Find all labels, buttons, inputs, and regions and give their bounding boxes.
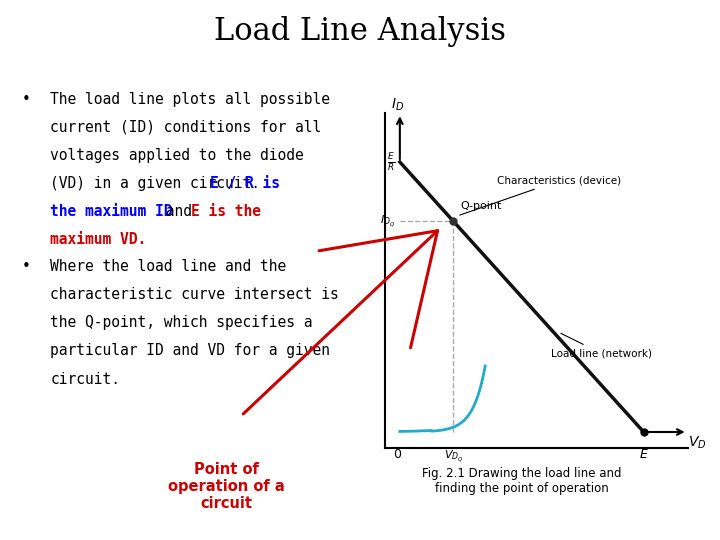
Text: $V_D$: $V_D$ — [688, 435, 706, 451]
Text: voltages applied to the diode: voltages applied to the diode — [50, 148, 304, 163]
Text: the Q-point, which specifies a: the Q-point, which specifies a — [50, 315, 313, 330]
Text: E is the: E is the — [191, 204, 261, 219]
Text: characteristic curve intersect is: characteristic curve intersect is — [50, 287, 339, 302]
Text: $V_{D_Q}$: $V_{D_Q}$ — [444, 448, 463, 464]
Text: •: • — [22, 92, 30, 107]
Text: •: • — [22, 259, 30, 274]
Text: maximum VD.: maximum VD. — [50, 232, 147, 247]
Text: and: and — [157, 204, 201, 219]
Text: circuit.: circuit. — [50, 372, 120, 387]
Text: the maximum ID: the maximum ID — [50, 204, 173, 219]
Text: Where the load line and the: Where the load line and the — [50, 259, 287, 274]
Text: Point of
operation of a
circuit: Point of operation of a circuit — [168, 462, 285, 511]
Text: Q-point: Q-point — [461, 200, 502, 211]
Text: $I_{D_Q}$: $I_{D_Q}$ — [379, 214, 395, 229]
Text: $\frac{E}{R}$: $\frac{E}{R}$ — [387, 151, 395, 173]
Text: Load Line Analysis: Load Line Analysis — [214, 16, 506, 47]
Text: (VD) in a given circuit.: (VD) in a given circuit. — [50, 176, 269, 191]
Text: $0$: $0$ — [393, 448, 402, 461]
Text: Load line (network): Load line (network) — [551, 333, 652, 359]
Text: The load line plots all possible: The load line plots all possible — [50, 92, 330, 107]
Text: E / R is: E / R is — [210, 176, 280, 191]
Text: $E$: $E$ — [639, 448, 649, 461]
Text: Characteristics (device): Characteristics (device) — [460, 176, 621, 215]
Text: Fig. 2.1 Drawing the load line and
finding the point of operation: Fig. 2.1 Drawing the load line and findi… — [422, 467, 622, 495]
Text: $I_D$: $I_D$ — [391, 97, 404, 113]
Text: current (ID) conditions for all: current (ID) conditions for all — [50, 120, 322, 135]
Text: particular ID and VD for a given: particular ID and VD for a given — [50, 343, 330, 359]
